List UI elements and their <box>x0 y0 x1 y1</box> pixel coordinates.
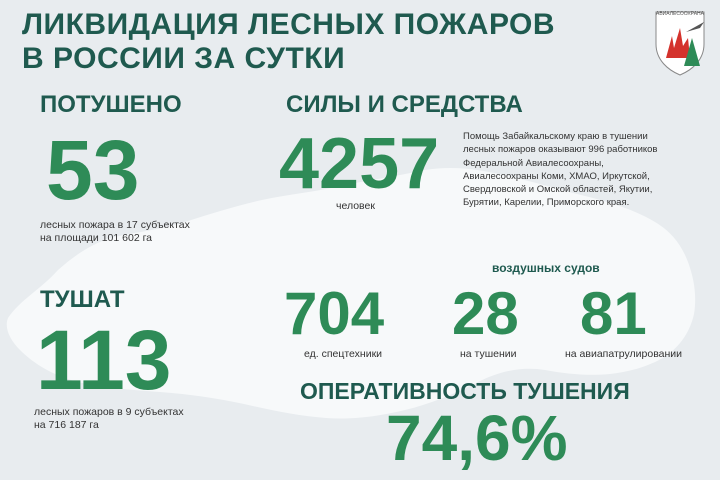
aircraft-patrol-caption: на авиапатрулировании <box>565 348 683 360</box>
extinguished-caption-line-2: на площади 101 602 га <box>40 232 153 244</box>
aircraft-firefighting-caption: на тушении <box>460 348 517 360</box>
burning-caption-line-2: на 716 187 га <box>34 419 99 431</box>
aircraft-heading: воздушных судов <box>492 261 600 275</box>
aircraft-patrol-count: 81 <box>580 280 647 347</box>
page-title: ЛИКВИДАЦИЯ ЛЕСНЫХ ПОЖАРОВ В РОССИИ ЗА СУ… <box>22 8 555 76</box>
burning-caption-line-1: лесных пожаров в 9 субъектах <box>34 406 184 418</box>
efficiency-heading: ОПЕРАТИВНОСТЬ ТУШЕНИЯ <box>300 378 630 404</box>
title-line-2: В РОССИИ ЗА СУТКИ <box>22 42 346 75</box>
aircraft-firefighting-count: 28 <box>452 280 519 347</box>
forces-note: Помощь Забайкальскому краю в тушении лес… <box>463 131 658 209</box>
burning-count: 113 <box>36 313 172 407</box>
forces-heading: СИЛЫ И СРЕДСТВА <box>286 91 523 118</box>
efficiency-value: 74,6% <box>386 402 568 474</box>
equipment-count: 704 <box>284 280 385 347</box>
burning-caption: лесных пожаров в 9 субъектах на 716 187 … <box>34 406 184 432</box>
extinguished-count: 53 <box>46 123 140 217</box>
extinguished-heading: ПОТУШЕНО <box>40 91 182 118</box>
logo-label: АВИАЛЕСООХРАНА <box>656 11 704 17</box>
extinguished-caption: лесных пожара в 17 субъектах на площади … <box>40 219 190 245</box>
title-line-1: ЛИКВИДАЦИЯ ЛЕСНЫХ ПОЖАРОВ <box>22 8 556 41</box>
burning-heading: ТУШАТ <box>40 286 125 313</box>
personnel-count: 4257 <box>279 124 440 204</box>
extinguished-caption-line-1: лесных пожара в 17 субъектах <box>40 219 190 231</box>
equipment-caption: ед. спецтехники <box>304 348 383 360</box>
avialesookhrana-logo-icon <box>655 11 705 76</box>
personnel-caption: человек <box>336 200 375 212</box>
